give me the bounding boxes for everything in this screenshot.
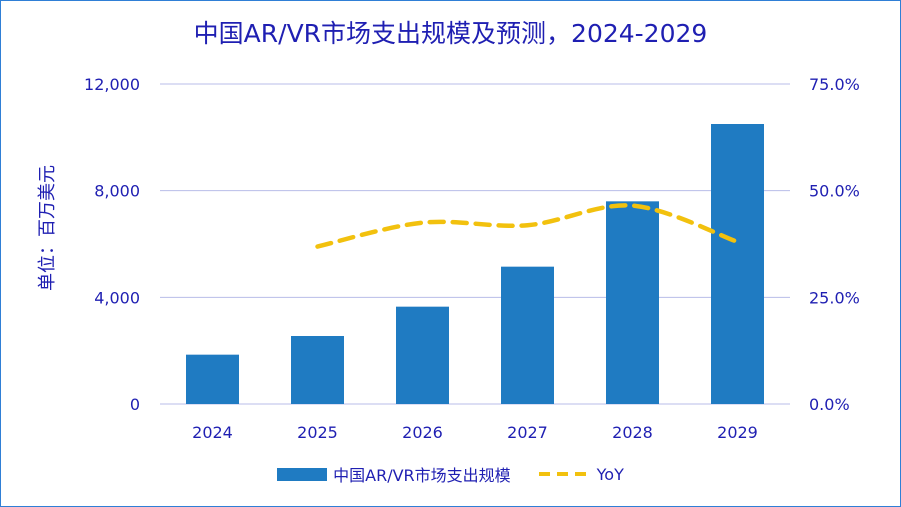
legend-yoy-label: YoY bbox=[596, 464, 624, 484]
x-tick-label: 2025 bbox=[297, 423, 338, 442]
y-left-tick-label: 0 bbox=[130, 395, 140, 414]
bar bbox=[186, 354, 239, 404]
x-tick-label: 2024 bbox=[192, 423, 233, 442]
y-right-tick-label: 75.0% bbox=[809, 75, 860, 94]
bar bbox=[501, 266, 554, 404]
x-tick-label: 2029 bbox=[717, 423, 758, 442]
yoy-line bbox=[315, 203, 740, 249]
x-tick-label: 2028 bbox=[612, 423, 653, 442]
y-left-tick-label: 8,000 bbox=[94, 182, 140, 201]
bar bbox=[291, 336, 344, 404]
x-tick-label: 2026 bbox=[402, 423, 443, 442]
chart-title: 中国AR/VR市场支出规模及预测，2024-2029 bbox=[193, 19, 708, 48]
y-left-tick-label: 12,000 bbox=[84, 75, 140, 94]
bar bbox=[606, 201, 659, 404]
legend: 中国AR/VR市场支出规模 YoY bbox=[0, 462, 901, 486]
bar bbox=[711, 124, 764, 404]
y-right-tick-label: 50.0% bbox=[809, 182, 860, 201]
legend-bars-label: 中国AR/VR市场支出规模 bbox=[333, 466, 511, 485]
y-right-tick-label: 25.0% bbox=[809, 288, 860, 307]
y-left-tick-label: 4,000 bbox=[94, 288, 140, 307]
bar bbox=[396, 306, 449, 404]
legend-item-bars: 中国AR/VR市场支出规模 bbox=[277, 462, 511, 486]
y-right-tick-label: 0.0% bbox=[809, 395, 850, 414]
legend-line-swatch bbox=[538, 472, 589, 476]
legend-item-yoy: YoY bbox=[538, 464, 624, 484]
x-tick-label: 2027 bbox=[507, 423, 548, 442]
legend-bar-swatch bbox=[277, 467, 328, 481]
